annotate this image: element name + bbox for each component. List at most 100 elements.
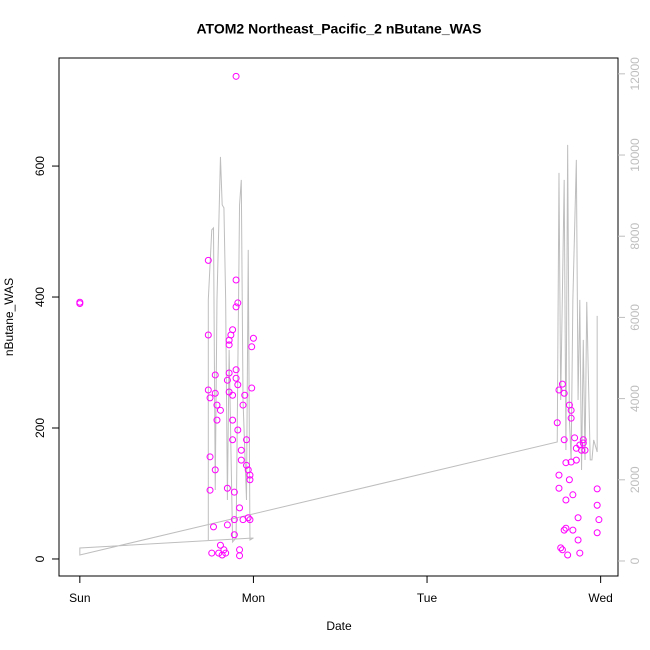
data-point — [211, 466, 219, 474]
data-point — [242, 461, 250, 469]
x-tick-label: Tue — [417, 591, 438, 605]
data-point — [558, 380, 566, 388]
y2-tick-label: 2000 — [628, 466, 642, 493]
data-point — [230, 516, 238, 524]
data-point — [213, 416, 221, 424]
data-point — [564, 551, 572, 559]
data-point — [246, 516, 254, 524]
data-point — [555, 484, 563, 492]
data-point — [562, 496, 570, 504]
plot-box — [58, 57, 619, 577]
data-point — [229, 326, 237, 334]
data-point — [562, 459, 570, 467]
data-point — [569, 526, 577, 534]
data-point — [211, 371, 219, 379]
y-tick-label: 200 — [33, 418, 47, 438]
data-point — [576, 549, 584, 557]
data-point — [229, 436, 237, 444]
chart-title: ATOM2 Northeast_Pacific_2 nButane_WAS — [196, 21, 481, 37]
data-point — [234, 381, 242, 389]
x-tick-label: Wed — [588, 591, 612, 605]
data-point — [560, 436, 568, 444]
data-point — [229, 391, 237, 399]
y-tick-label: 400 — [33, 287, 47, 307]
data-point — [236, 546, 244, 554]
data-point — [565, 476, 573, 484]
data-point — [249, 334, 257, 342]
data-point — [578, 446, 586, 454]
data-point — [230, 488, 238, 496]
data-point — [216, 406, 224, 414]
data-point — [236, 504, 244, 512]
data-line — [79, 144, 598, 556]
x-tick-label: Sun — [69, 591, 90, 605]
data-point — [206, 453, 214, 461]
data-point — [593, 485, 601, 493]
y2-tick-label: 4000 — [628, 385, 642, 412]
data-point — [574, 536, 582, 544]
x-tick-label: Mon — [242, 591, 265, 605]
data-point — [593, 529, 601, 537]
data-point — [555, 386, 563, 394]
data-point — [579, 439, 587, 447]
data-point — [246, 476, 254, 484]
data-point — [593, 501, 601, 509]
data-point — [223, 484, 231, 492]
data-point — [572, 456, 580, 464]
data-point — [211, 389, 219, 397]
data-point — [237, 456, 245, 464]
data-point — [223, 521, 231, 529]
data-point — [571, 434, 579, 442]
data-point — [232, 276, 240, 284]
data-point — [204, 256, 212, 264]
data-point — [204, 386, 212, 394]
data-point — [560, 526, 568, 534]
y2-tick-label: 8000 — [628, 223, 642, 250]
y2-tick-label: 0 — [628, 557, 642, 564]
data-point — [232, 303, 240, 311]
data-point — [232, 366, 240, 374]
data-point — [236, 552, 244, 560]
data-point — [234, 426, 242, 434]
data-point — [204, 331, 212, 339]
data-point — [244, 514, 252, 522]
data-point — [230, 531, 238, 539]
data-point — [248, 343, 256, 351]
data-point — [220, 546, 228, 554]
data-point — [558, 546, 566, 554]
data-point — [569, 491, 577, 499]
y2-tick-label: 10000 — [628, 138, 642, 172]
y2-tick-label: 6000 — [628, 304, 642, 331]
data-point — [223, 376, 231, 384]
data-point — [239, 401, 247, 409]
data-point — [241, 391, 249, 399]
y2-tick-label: 12000 — [628, 57, 642, 91]
data-point — [206, 394, 214, 402]
data-point — [242, 436, 250, 444]
data-point — [215, 549, 223, 557]
data-point — [560, 389, 568, 397]
data-point — [237, 446, 245, 454]
data-point — [246, 471, 254, 479]
data-point — [562, 524, 570, 532]
data-point — [216, 541, 224, 549]
data-point — [232, 72, 240, 80]
data-point — [555, 471, 563, 479]
x-axis-label: Date — [326, 619, 352, 633]
data-point — [225, 341, 233, 349]
data-point — [229, 416, 237, 424]
data-point — [232, 374, 240, 382]
data-point — [579, 436, 587, 444]
data-point — [208, 549, 216, 557]
data-point — [222, 549, 230, 557]
data-point — [574, 514, 582, 522]
data-point — [248, 384, 256, 392]
data-point — [557, 544, 565, 552]
y-tick-label: 600 — [33, 156, 47, 176]
y-axis-label: nButane_WAS — [2, 278, 16, 356]
data-point — [581, 446, 589, 454]
data-point — [206, 486, 214, 494]
data-point — [213, 401, 221, 409]
